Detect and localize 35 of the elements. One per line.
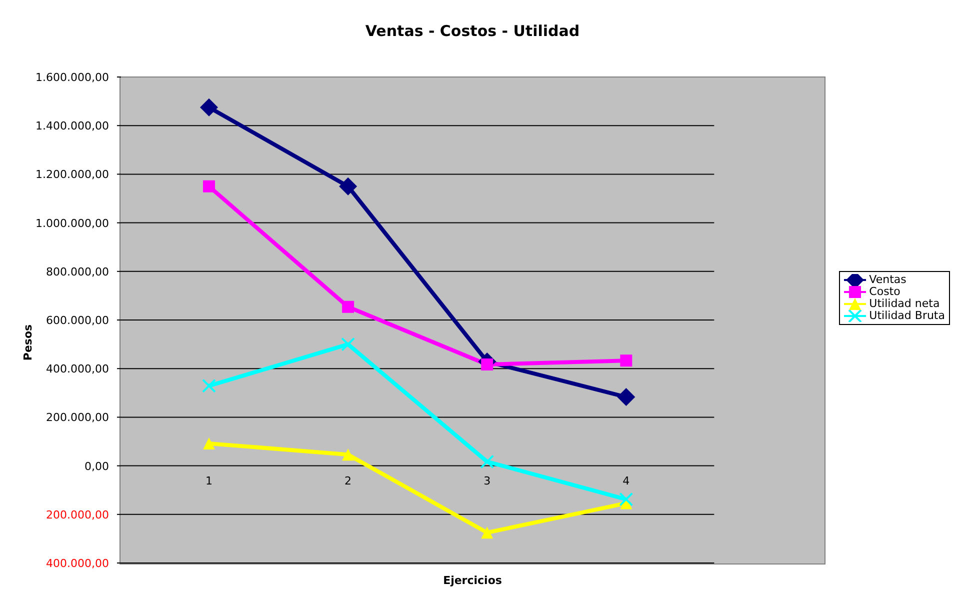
x-axis-title: Ejercicios <box>442 574 503 587</box>
point <box>619 492 634 506</box>
x-tick-label: 2 <box>344 474 352 488</box>
y-tick-label: 1.200.000,00 <box>36 168 109 182</box>
legend-label: Utilidad Bruta <box>869 309 945 322</box>
point <box>620 354 632 367</box>
point <box>339 177 358 196</box>
y-tick-label: 600.000,00 <box>46 314 109 327</box>
point <box>202 378 216 393</box>
y-tick-label: 400.000,00 <box>46 362 109 376</box>
point <box>481 526 494 539</box>
point <box>480 454 494 469</box>
y-axis-title: Pesos <box>22 323 34 362</box>
x-tick-label: 3 <box>484 474 491 488</box>
legend-label: Utilidad neta <box>869 297 940 310</box>
point <box>341 337 356 352</box>
chart-title: Ventas - Costos - Utilidad <box>364 22 581 40</box>
point <box>342 448 354 461</box>
point <box>203 437 215 450</box>
point <box>617 388 636 406</box>
point <box>342 300 354 313</box>
point <box>203 180 215 192</box>
y-tick-label: 1.000.000,00 <box>36 216 109 230</box>
legend-label: Costo <box>869 285 900 298</box>
point <box>200 98 218 116</box>
y-tick-label: 200.000,00 <box>46 411 109 424</box>
x-tick-label: 4 <box>622 474 630 488</box>
y-tick-label: 0,00 <box>84 460 109 473</box>
x-tick-label: 1 <box>206 474 212 488</box>
y-tick-label: 1.400.000,00 <box>36 120 109 133</box>
y-tick-label: 200.000,00 <box>46 508 109 522</box>
y-tick-label: 400.000,00 <box>46 557 109 570</box>
legend-label: Ventas <box>869 273 906 286</box>
y-tick-label: 800.000,00 <box>46 265 109 278</box>
y-tick-label: 1.600.000,00 <box>36 71 109 84</box>
